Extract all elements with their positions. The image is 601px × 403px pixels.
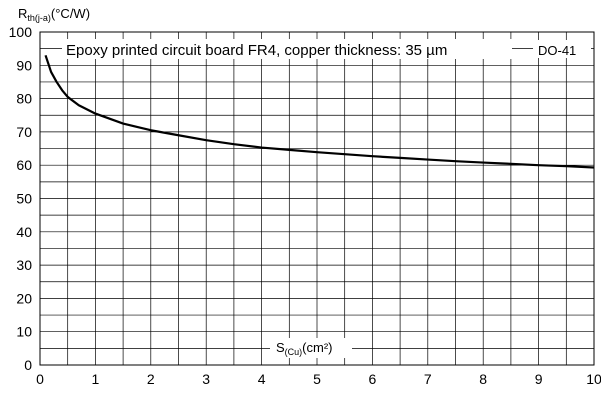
y-axis-label-unit: (°C/W) xyxy=(51,6,90,21)
y-axis-label-sub: th(j-a) xyxy=(27,13,51,23)
x-tick-label: 5 xyxy=(313,371,321,387)
series-line xyxy=(44,54,595,169)
package-tag-bg xyxy=(533,40,591,58)
x-axis-label-sub: (Cu) xyxy=(285,347,303,357)
x-axis-label-unit: (cm²) xyxy=(302,340,332,355)
plot-frame xyxy=(39,31,595,366)
x-tick-label: 8 xyxy=(479,371,487,387)
x-tick-label: 4 xyxy=(258,371,266,387)
y-tick-label: 60 xyxy=(16,157,32,173)
y-axis-label-main: R xyxy=(18,6,27,21)
package-tag: DO-41 xyxy=(538,43,576,58)
y-tick-label: 100 xyxy=(9,24,33,40)
chart-title: Epoxy printed circuit board FR4, copper … xyxy=(66,42,447,59)
x-axis-label-bg xyxy=(270,338,352,358)
x-axis-label: S(Cu)(cm²) xyxy=(276,340,333,357)
y-tick-label: 50 xyxy=(16,191,32,207)
x-tick-label: 9 xyxy=(535,371,543,387)
chart-title-bg xyxy=(62,39,512,59)
y-tick-label: 10 xyxy=(16,324,32,340)
y-tick-label: 70 xyxy=(16,124,32,140)
y-axis-label: Rth(j-a)(°C/W) xyxy=(18,6,90,23)
y-tick-label: 20 xyxy=(16,290,32,306)
x-tick-label: 6 xyxy=(369,371,377,387)
x-tick-label: 0 xyxy=(36,371,44,387)
y-tick-label: 80 xyxy=(16,91,32,107)
x-tick-label: 10 xyxy=(586,371,601,387)
x-tick-label: 3 xyxy=(202,371,210,387)
y-tick-label: 0 xyxy=(24,357,32,373)
x-tick-label: 1 xyxy=(92,371,100,387)
x-tick-label: 7 xyxy=(424,371,432,387)
y-tick-label: 90 xyxy=(16,57,32,73)
series-layer xyxy=(44,54,595,169)
x-axis-label-main: S xyxy=(276,340,285,355)
y-tick-label: 40 xyxy=(16,224,32,240)
y-tick-label: 30 xyxy=(16,257,32,273)
x-tick-label: 2 xyxy=(147,371,155,387)
grid-lines xyxy=(40,32,594,365)
